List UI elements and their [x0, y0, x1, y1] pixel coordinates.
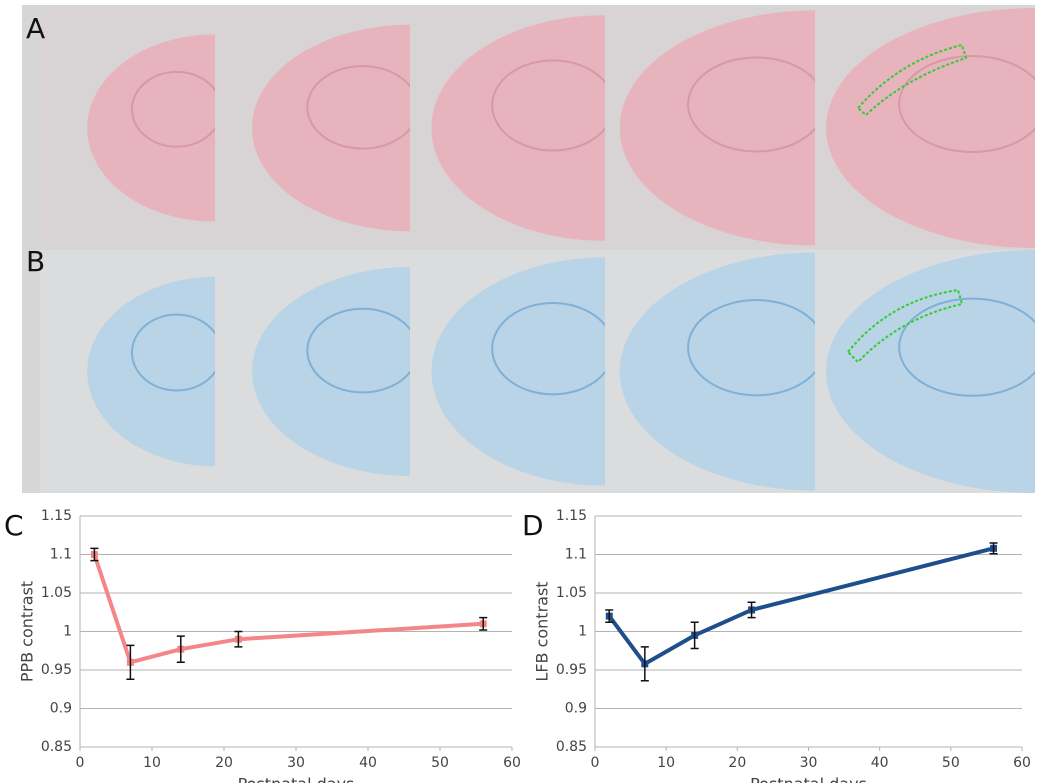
x-tick-label: 30: [800, 755, 818, 771]
brain-section: [87, 276, 215, 467]
brain-section: [252, 267, 410, 476]
y-tick-label: 1.15: [41, 508, 72, 524]
hippocampus: [898, 297, 1035, 397]
brain-section: [431, 257, 605, 486]
x-axis-title: Postnatal days: [750, 775, 867, 783]
x-tick-label: 50: [431, 755, 449, 771]
histology-images: [40, 8, 1035, 493]
brain-section: [619, 10, 815, 246]
panel-label: A: [26, 12, 45, 45]
brain-section: [87, 34, 215, 222]
brain-section: [826, 250, 1035, 493]
x-tick-label: 60: [503, 755, 521, 771]
brain-section: [431, 15, 605, 241]
y-tick-label: 0.95: [556, 662, 587, 678]
error-bar: [747, 601, 756, 619]
y-axis-title: PPB contrast: [18, 581, 37, 682]
brain-section: [252, 24, 410, 232]
y-tick-label: 1.05: [556, 585, 587, 601]
x-tick-label: 10: [657, 755, 675, 771]
y-tick-label: 0.9: [565, 701, 587, 717]
y-tick-label: 1.05: [41, 585, 72, 601]
error-bar: [234, 630, 243, 648]
x-tick-label: 10: [143, 755, 161, 771]
error-bar: [605, 609, 614, 624]
x-tick-label: 0: [591, 755, 600, 771]
x-tick-label: 40: [359, 755, 377, 771]
x-tick-label: 0: [76, 755, 85, 771]
brain-section: [826, 8, 1035, 248]
panel-label: D: [522, 509, 544, 542]
x-tick-label: 20: [215, 755, 233, 771]
x-tick-label: 20: [728, 755, 746, 771]
error-bar: [640, 646, 649, 682]
brain-section: [619, 252, 815, 491]
hippocampus: [687, 299, 815, 397]
y-tick-label: 1.15: [556, 508, 587, 524]
hippocampus: [130, 70, 215, 148]
error-bar: [479, 616, 488, 631]
x-axis-title: Postnatal days: [238, 775, 355, 783]
hippocampus: [491, 301, 605, 396]
y-tick-label: 1.1: [565, 547, 587, 563]
hippocampus: [306, 307, 410, 394]
x-tick-label: 30: [287, 755, 305, 771]
hippocampus: [306, 65, 410, 150]
y-tick-label: 0.95: [41, 662, 72, 678]
y-tick-label: 0.85: [556, 739, 587, 755]
x-tick-label: 50: [942, 755, 960, 771]
roi-outline: [856, 43, 968, 117]
data-line: [92, 553, 484, 665]
panel-label: C: [4, 509, 24, 542]
error-bar: [90, 547, 99, 562]
hippocampus: [491, 59, 605, 152]
hippocampus: [898, 55, 1035, 153]
panel-label: B: [26, 245, 45, 278]
error-bar: [176, 635, 185, 664]
x-tick-label: 40: [871, 755, 889, 771]
y-tick-label: 1.1: [50, 547, 72, 563]
error-bar: [690, 621, 699, 650]
y-tick-label: 1: [63, 624, 72, 640]
hippocampus: [687, 56, 815, 153]
data-line: [607, 546, 995, 666]
hippocampus: [130, 313, 215, 392]
y-tick-label: 0.85: [41, 739, 72, 755]
y-tick-label: 1: [578, 624, 587, 640]
error-bar: [989, 542, 998, 555]
y-axis-title: LFB contrast: [533, 581, 552, 681]
y-tick-label: 0.9: [50, 701, 72, 717]
error-bar: [126, 644, 135, 680]
x-tick-label: 60: [1013, 755, 1031, 771]
